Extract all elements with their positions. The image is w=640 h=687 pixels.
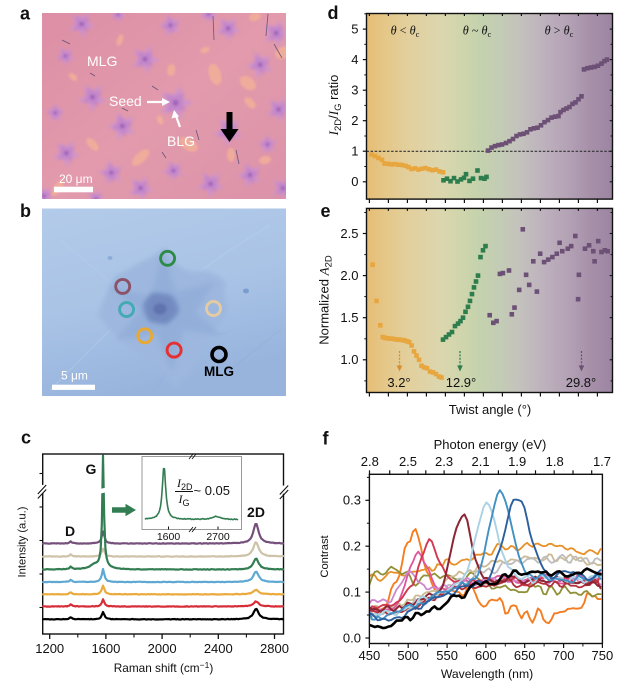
svg-text:BLG: BLG (167, 133, 195, 149)
svg-text:e: e (321, 201, 331, 221)
svg-text:Seed: Seed (109, 93, 142, 109)
svg-text:1200: 1200 (35, 641, 64, 656)
svg-text:0.3: 0.3 (343, 493, 361, 508)
svg-text:1: 1 (351, 144, 358, 159)
svg-text:0.2: 0.2 (343, 539, 361, 554)
svg-text:3.2°: 3.2° (387, 375, 410, 390)
svg-text:MLG: MLG (87, 53, 117, 69)
svg-text:θ < θc: θ < θc (391, 24, 420, 40)
svg-text:29.8°: 29.8° (566, 375, 597, 390)
svg-text:2.5: 2.5 (340, 226, 358, 241)
svg-text:θ > θc: θ > θc (545, 24, 574, 40)
svg-text:500: 500 (397, 648, 419, 663)
svg-text:G: G (86, 461, 97, 477)
svg-text:a: a (20, 4, 31, 24)
svg-text:MLG: MLG (204, 364, 234, 379)
svg-text:450: 450 (359, 648, 381, 663)
svg-text:700: 700 (553, 648, 575, 663)
svg-text:2: 2 (351, 113, 358, 128)
svg-text:1.8: 1.8 (546, 454, 564, 469)
svg-text:1.5: 1.5 (340, 310, 358, 325)
svg-text:c: c (21, 428, 31, 448)
svg-text:Wavelength (nm): Wavelength (nm) (441, 667, 533, 681)
svg-text:0.1: 0.1 (343, 584, 361, 599)
svg-text:2.5: 2.5 (399, 454, 417, 469)
svg-text:Raman shift (cm−1): Raman shift (cm−1) (114, 660, 214, 675)
svg-text:b: b (20, 201, 31, 221)
svg-text:2D: 2D (247, 504, 265, 520)
svg-text:Twist angle (°): Twist angle (°) (449, 402, 532, 417)
svg-text:20 μm: 20 μm (59, 172, 93, 186)
svg-text:5 μm: 5 μm (61, 369, 88, 383)
svg-text:2700: 2700 (206, 531, 230, 543)
svg-text:1600: 1600 (91, 641, 120, 656)
svg-text:θ ~ θc: θ ~ θc (463, 24, 492, 40)
svg-text:4: 4 (351, 52, 358, 67)
svg-text:2.8: 2.8 (361, 454, 379, 469)
svg-text:0: 0 (351, 174, 358, 189)
svg-text:2.1: 2.1 (472, 454, 490, 469)
svg-text:~ 0.05: ~ 0.05 (194, 483, 231, 498)
svg-text:d: d (328, 3, 339, 23)
svg-text:f: f (323, 429, 330, 449)
svg-text:2000: 2000 (148, 641, 177, 656)
svg-text:1.9: 1.9 (508, 454, 526, 469)
svg-text:D: D (65, 523, 75, 539)
svg-text:1.0: 1.0 (340, 352, 358, 367)
svg-text:600: 600 (475, 648, 497, 663)
svg-text:550: 550 (436, 648, 458, 663)
svg-text:1.7: 1.7 (593, 454, 611, 469)
svg-text:1600: 1600 (157, 531, 181, 543)
svg-text:I2D: I2D (176, 476, 193, 492)
svg-text:0.0: 0.0 (343, 630, 361, 645)
svg-text:IG: IG (178, 492, 190, 508)
svg-text:750: 750 (592, 648, 614, 663)
svg-text:2800: 2800 (260, 641, 289, 656)
svg-text:I2D/IG ratio: I2D/IG ratio (326, 75, 344, 137)
svg-text:650: 650 (514, 648, 536, 663)
svg-text:3: 3 (351, 83, 358, 98)
svg-text:2.0: 2.0 (340, 268, 358, 283)
svg-text:Contrast: Contrast (319, 534, 331, 577)
svg-text:2.3: 2.3 (435, 454, 453, 469)
svg-text:Normalized A2D: Normalized A2D (317, 255, 335, 345)
svg-text:12.9°: 12.9° (446, 375, 477, 390)
svg-text:2400: 2400 (204, 641, 233, 656)
svg-text:Intensity (a.u.): Intensity (a.u.) (17, 506, 29, 577)
svg-text:5: 5 (351, 21, 358, 36)
svg-text:Photon energy (eV): Photon energy (eV) (434, 437, 547, 452)
